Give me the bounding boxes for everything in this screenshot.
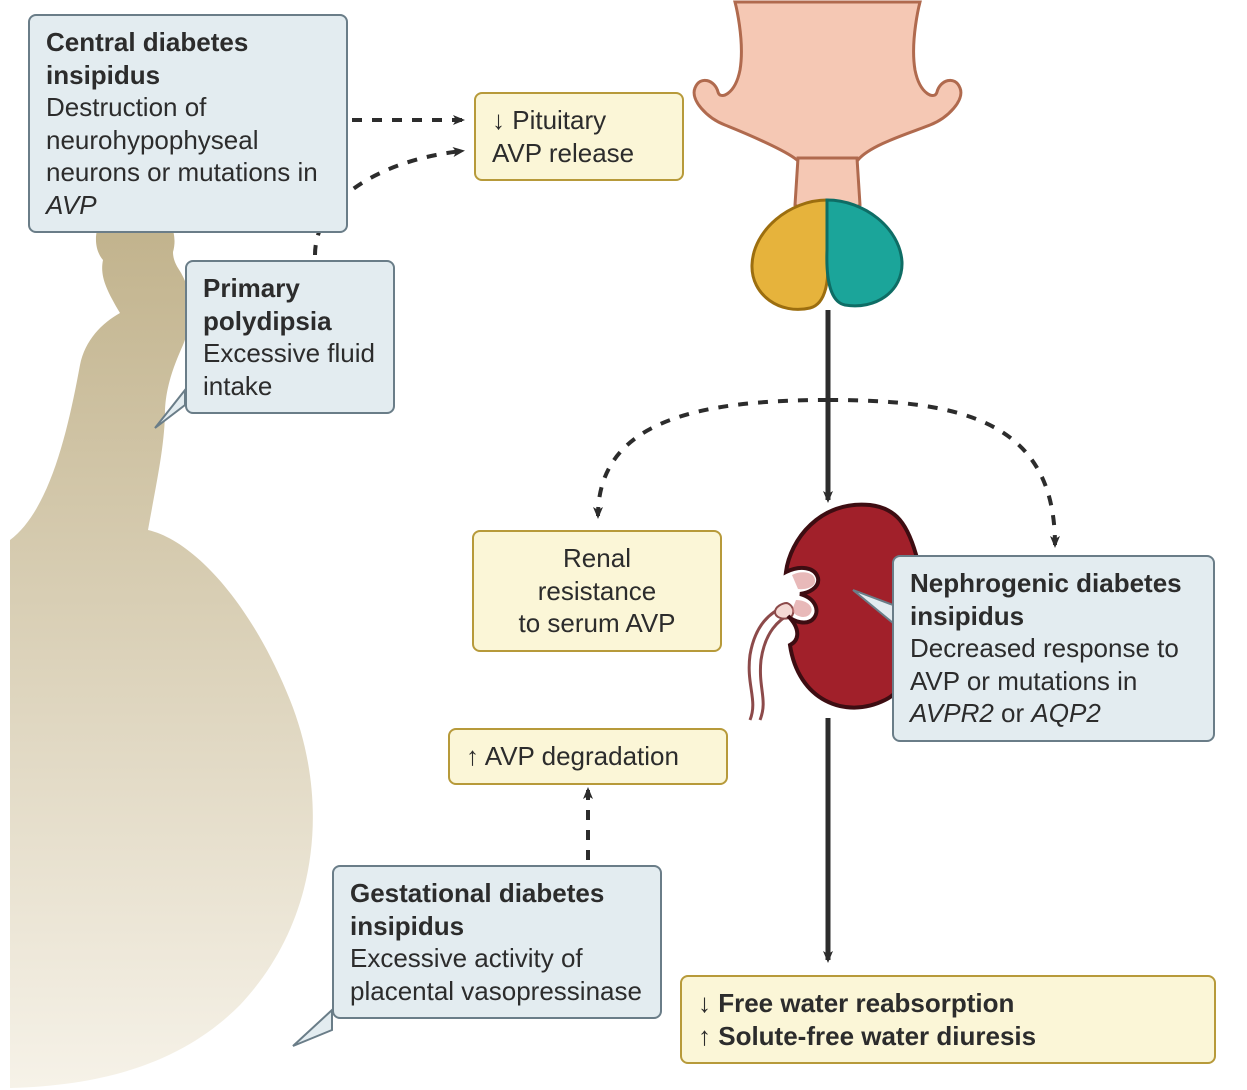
body-em1: AVPR2 xyxy=(910,698,994,728)
hypothalamus-pituitary-icon xyxy=(694,2,961,309)
box-gestational-di: Gestational diabetes insipidus Excessive… xyxy=(332,865,662,1019)
body-em2: AQP2 xyxy=(1031,698,1100,728)
text: AVP degradation xyxy=(479,741,679,771)
body: Excessive fluid intake xyxy=(203,337,377,402)
line1: ↓ Free water reabsorption xyxy=(698,987,1198,1020)
body-em: AVP xyxy=(46,190,97,220)
title: Nephrogenic diabetes insipidus xyxy=(910,567,1197,632)
line3: to serum AVP xyxy=(490,607,704,640)
callout-tail xyxy=(155,390,185,428)
box-primary-polydipsia: Primary polydipsia Excessive fluid intak… xyxy=(185,260,395,414)
line1: Renal xyxy=(490,542,704,575)
box-renal-resistance: Renal resistance to serum AVP xyxy=(472,530,722,652)
callout-tail xyxy=(293,1010,332,1046)
line2: resistance xyxy=(490,575,704,608)
up-arrow-icon: ↑ xyxy=(698,1021,711,1051)
text: Pituitary xyxy=(505,105,606,135)
box-avp-degradation: ↑ AVP degradation xyxy=(448,728,728,785)
callout-tail xyxy=(853,590,893,623)
arrow-branch-nephro xyxy=(828,400,1055,545)
title: Gestational diabetes insipidus xyxy=(350,877,644,942)
box-nephrogenic-di: Nephrogenic diabetes insipidus Decreased… xyxy=(892,555,1215,742)
diagram-stage: Central diabetes insipidus Destruction o… xyxy=(0,0,1247,1090)
body-mid: or xyxy=(994,698,1032,728)
box-outcome: ↓ Free water reabsorption ↑ Solute-free … xyxy=(680,975,1216,1064)
text: Free water reabsorption xyxy=(711,988,1014,1018)
text: Solute-free water diuresis xyxy=(711,1021,1036,1051)
body-pre: Decreased response to AVP or mutations i… xyxy=(910,633,1179,696)
line2: ↑ Solute-free water diuresis xyxy=(698,1020,1198,1053)
box-central-di: Central diabetes insipidus Destruction o… xyxy=(28,14,348,233)
title: Central diabetes insipidus xyxy=(46,26,330,91)
body: Excessive activity of placental vasopres… xyxy=(350,942,644,1007)
up-arrow-icon: ↑ xyxy=(466,741,479,771)
title: Primary polydipsia xyxy=(203,272,377,337)
box-pituitary-avp: ↓ Pituitary AVP release xyxy=(474,92,684,181)
line1: ↓ Pituitary xyxy=(492,104,666,137)
body-pre: Destruction of neurohypophyseal neurons … xyxy=(46,92,318,187)
arrow-branch-renal xyxy=(598,400,828,516)
down-arrow-icon: ↓ xyxy=(698,988,711,1018)
down-arrow-icon: ↓ xyxy=(492,105,505,135)
line2: AVP release xyxy=(492,137,666,170)
